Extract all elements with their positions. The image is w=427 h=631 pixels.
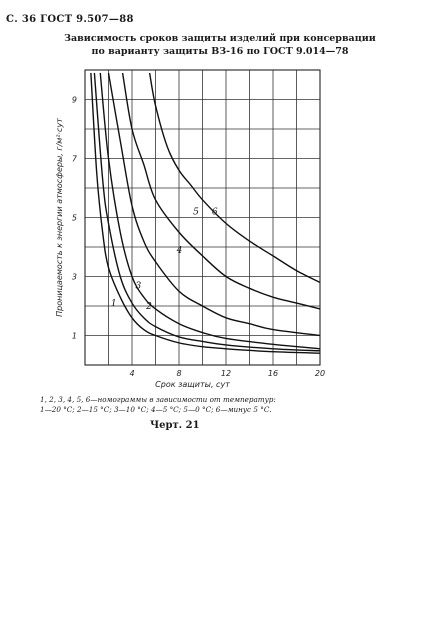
y-tick-label: 5	[72, 214, 77, 223]
curve-label-2: 2	[145, 302, 152, 312]
curve-3	[99, 72, 321, 350]
y-tick-label: 9	[72, 96, 77, 105]
curve-label-4: 4	[176, 246, 183, 256]
curve-label-3: 3	[136, 281, 142, 291]
curve-4	[107, 72, 321, 337]
curve-5	[121, 72, 321, 310]
page-header: С. 36 ГОСТ 9.507—88	[6, 14, 134, 25]
x-tick-label: 16	[268, 369, 278, 378]
x-tick-label: 8	[176, 369, 181, 378]
curve-2	[93, 72, 321, 352]
chart-grid	[84, 69, 321, 366]
x-tick-label: 12	[221, 369, 231, 378]
curve-1	[90, 72, 321, 354]
caption-line1: 1, 2, 3, 4, 5, 6—номограммы в зависимост…	[40, 395, 276, 404]
curve-label-1: 1	[111, 299, 117, 309]
chart-curves	[90, 72, 321, 354]
curve-label-6: 6	[212, 208, 218, 218]
curve-label-5: 5	[193, 208, 199, 218]
y-tick-label: 3	[72, 273, 77, 282]
y-axis-label: Проницаемость к энергии атмосферы, г/м²·…	[55, 118, 64, 317]
curve-6	[148, 72, 321, 284]
caption-line2: 1—20 °С; 2—15 °С; 3—10 °С; 4—5 °С; 5—0 °…	[40, 405, 272, 414]
x-tick-label: 20	[315, 369, 325, 378]
x-axis-label: Срок защиты, сут	[155, 380, 230, 389]
y-tick-label: 1	[72, 332, 77, 341]
x-tick-label: 4	[129, 369, 134, 378]
figure-label: Черт. 21	[150, 420, 200, 431]
chart-title-line1: Зависимость сроков защиты изделий при ко…	[64, 33, 376, 44]
y-tick-label: 7	[72, 155, 78, 164]
chart-title-line2: по варианту защиты ВЗ-16 по ГОСТ 9.014—7…	[91, 46, 349, 57]
